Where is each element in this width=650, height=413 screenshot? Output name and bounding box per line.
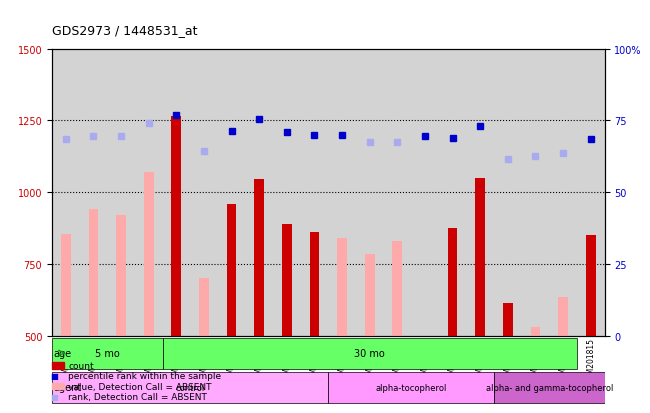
FancyBboxPatch shape xyxy=(52,372,328,403)
Bar xyxy=(254,180,264,336)
Text: GDS2973 / 1448531_at: GDS2973 / 1448531_at xyxy=(52,24,198,37)
Text: percentile rank within the sample: percentile rank within the sample xyxy=(68,371,222,380)
Bar xyxy=(199,279,209,336)
FancyBboxPatch shape xyxy=(162,338,577,369)
Text: ■: ■ xyxy=(51,371,58,380)
Text: value, Detection Call = ABSENT: value, Detection Call = ABSENT xyxy=(68,382,212,391)
Bar xyxy=(586,236,595,336)
Text: agent: agent xyxy=(53,382,82,392)
Bar xyxy=(393,242,402,336)
Bar xyxy=(116,216,126,336)
Text: ■: ■ xyxy=(51,392,58,401)
Bar xyxy=(475,178,485,336)
Bar xyxy=(172,117,181,336)
Text: count: count xyxy=(68,361,94,370)
Text: alpha-tocopherol: alpha-tocopherol xyxy=(376,383,447,392)
Bar xyxy=(530,328,540,336)
Bar xyxy=(448,228,458,336)
Bar xyxy=(88,210,98,336)
Bar xyxy=(365,254,374,336)
Bar xyxy=(227,204,237,336)
Bar xyxy=(337,239,347,336)
Bar xyxy=(282,224,292,336)
FancyBboxPatch shape xyxy=(328,372,494,403)
Bar xyxy=(144,173,153,336)
Text: 30 mo: 30 mo xyxy=(354,348,385,358)
Text: control: control xyxy=(176,383,205,392)
Bar xyxy=(309,233,319,336)
Text: 5 mo: 5 mo xyxy=(95,348,120,358)
FancyBboxPatch shape xyxy=(494,372,604,403)
FancyBboxPatch shape xyxy=(52,338,162,369)
Bar xyxy=(61,234,71,336)
Text: age: age xyxy=(53,348,72,358)
Text: alpha- and gamma-tocopherol: alpha- and gamma-tocopherol xyxy=(486,383,613,392)
Bar xyxy=(503,303,513,336)
Text: rank, Detection Call = ABSENT: rank, Detection Call = ABSENT xyxy=(68,392,207,401)
Bar xyxy=(558,297,568,336)
